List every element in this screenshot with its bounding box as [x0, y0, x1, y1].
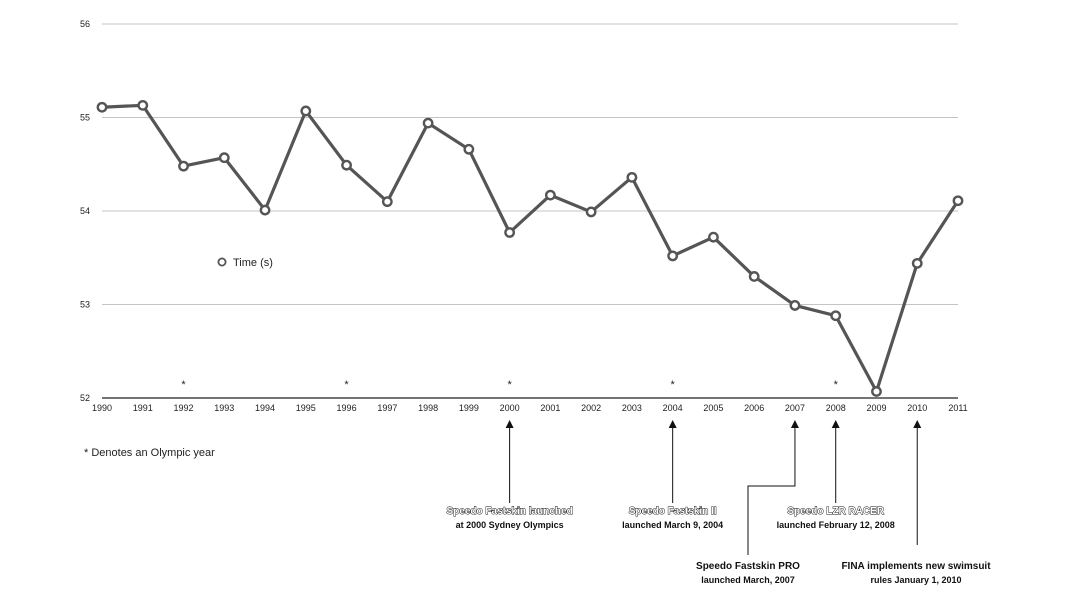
x-tick-label: 2010	[907, 403, 927, 413]
y-tick-label: 54	[80, 206, 90, 216]
data-point	[544, 189, 556, 201]
data-point	[422, 117, 434, 129]
olympic-year-marker: *	[344, 379, 349, 391]
annotation-title: FINA implements new swimsuit	[841, 561, 991, 572]
x-tick-label: 1993	[214, 403, 234, 413]
data-point	[626, 171, 638, 183]
annotation-subtitle: launched March, 2007	[701, 575, 795, 585]
olympic-footnote: * Denotes an Olympic year	[84, 447, 215, 459]
x-tick-label: 2009	[866, 403, 886, 413]
y-tick-label: 56	[80, 19, 90, 29]
data-point	[259, 204, 271, 216]
x-tick-label: 2001	[540, 403, 560, 413]
x-tick-label: 1994	[255, 403, 275, 413]
x-tick-label: 2004	[663, 403, 683, 413]
data-point	[463, 143, 475, 155]
annotation-arrow	[747, 420, 799, 555]
data-point	[748, 271, 760, 282]
data-point	[218, 152, 230, 164]
x-tick-label: 1997	[377, 403, 397, 413]
x-tick-label: 2005	[703, 403, 723, 413]
data-point	[96, 101, 108, 113]
annotation-title: Speedo LZR RACER	[787, 506, 884, 517]
x-tick-label: 1992	[174, 403, 194, 413]
data-point	[341, 159, 352, 171]
x-tick-label: 1999	[459, 403, 479, 413]
y-tick-label: 55	[80, 113, 90, 123]
data-point	[504, 227, 516, 238]
data-point	[871, 386, 882, 397]
olympic-year-marker: *	[507, 379, 512, 391]
x-tick-label: 1990	[92, 403, 112, 413]
annotation-subtitle: launched March 9, 2004	[622, 520, 723, 530]
olympic-year-marker: *	[834, 379, 839, 391]
x-tick-label: 1996	[337, 403, 357, 413]
x-tick-label: 2003	[622, 403, 642, 413]
data-point	[708, 231, 719, 243]
data-point	[952, 195, 964, 207]
x-tick-label: 2011	[948, 403, 967, 413]
x-tick-label: 2007	[785, 403, 805, 413]
data-point	[381, 196, 393, 208]
x-tick-label: 1998	[418, 403, 438, 413]
data-point	[911, 257, 923, 269]
data-point	[178, 160, 189, 172]
y-tick-label: 52	[80, 393, 90, 403]
x-tick-label: 1991	[133, 403, 153, 413]
x-tick-label: 2008	[826, 403, 846, 413]
annotation-title: Speedo Fastskin launched	[447, 506, 573, 517]
data-point	[585, 206, 597, 218]
x-tick-label: 2002	[581, 403, 601, 413]
annotation-subtitle: at 2000 Sydney Olympics	[456, 520, 564, 530]
annotation-title: Speedo Fastskin PRO	[696, 561, 800, 572]
x-tick-label: 1995	[296, 403, 316, 413]
data-point	[300, 105, 312, 117]
x-tick-label: 2000	[500, 403, 520, 413]
data-point	[789, 300, 801, 311]
annotation-subtitle: rules January 1, 2010	[870, 575, 961, 585]
legend-label: Time (s)	[233, 257, 273, 269]
x-tick-label: 2006	[744, 403, 764, 413]
y-tick-label: 53	[80, 300, 90, 310]
olympic-year-marker: *	[181, 379, 186, 391]
annotation-subtitle: launched February 12, 2008	[777, 520, 895, 530]
series-line-time	[101, 103, 960, 394]
data-point	[830, 310, 842, 322]
data-point	[667, 250, 679, 262]
annotation-title: Speedo Fastskin II	[629, 506, 717, 517]
data-point	[137, 99, 149, 111]
legend-marker	[217, 257, 227, 267]
olympic-year-marker: *	[671, 379, 676, 391]
